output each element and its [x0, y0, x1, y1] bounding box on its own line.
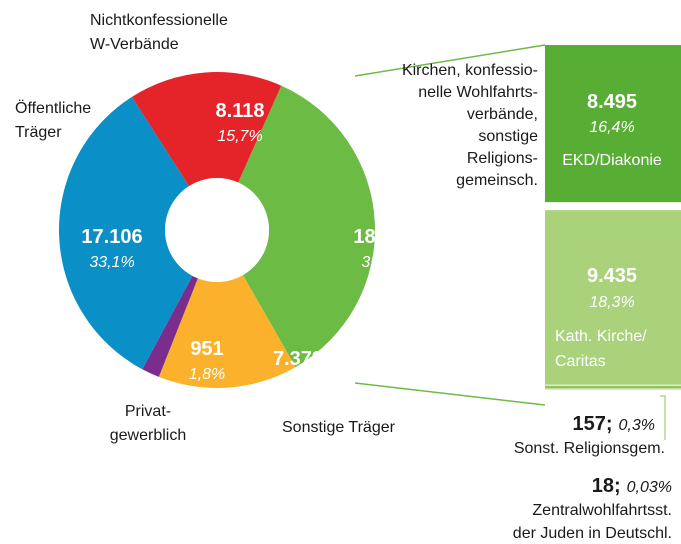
category-label: Sonstige Träger — [282, 419, 396, 436]
category-label: der Juden in Deutschl. — [513, 525, 672, 542]
category-label: Kath. Kirche/ — [555, 328, 647, 345]
bar-segment — [545, 385, 681, 389]
value-percent-label: 157; 0,3% — [573, 413, 656, 435]
category-label: Nichtkonfessionelle — [90, 12, 228, 29]
value-label: 7.379 — [273, 348, 323, 370]
category-label: nelle Wohlfahrts- — [418, 84, 538, 101]
percent-label: 1,8% — [189, 366, 225, 383]
connector — [354, 382, 546, 406]
percent-label: 0,03% — [627, 479, 672, 496]
percent-label: 18,3% — [589, 294, 634, 311]
percent-label: 15,7% — [217, 128, 262, 145]
value-label: 18.105 — [353, 226, 414, 248]
category-label: gemeinsch. — [456, 172, 538, 189]
value-label: 17.106 — [81, 226, 142, 248]
donut-segment — [131, 71, 282, 187]
percent-label: 33,1% — [89, 254, 134, 271]
bar-segment — [545, 210, 681, 385]
category-label: sonstige — [478, 128, 538, 145]
percent-label: 16,4% — [589, 119, 634, 136]
value-label: 157; — [573, 413, 613, 435]
category-label: Öffentliche — [15, 99, 91, 117]
category-label: EKD/Diakonie — [562, 152, 662, 169]
category-label: Privat- — [125, 403, 171, 420]
percent-label: 0,3% — [619, 417, 655, 434]
bar-segment — [545, 45, 681, 203]
connector — [354, 44, 546, 77]
value-label: 8.118 — [216, 100, 265, 122]
donut-segment — [59, 96, 193, 370]
value-label: 18; — [592, 475, 621, 497]
value-label: 8.495 — [587, 91, 637, 113]
category-label: W-Verbände — [90, 36, 179, 53]
category-label: Sonst. Religionsgem. — [514, 440, 665, 457]
donut-hole — [165, 178, 269, 282]
bracket — [660, 395, 666, 440]
donut-segment — [142, 275, 198, 377]
value-percent-label: 18; 0,03% — [592, 475, 672, 497]
donut-segment — [158, 275, 296, 388]
donut-segment — [238, 85, 375, 368]
category-label: Kirchen, konfessio- — [402, 62, 538, 79]
category-label: gewerblich — [110, 427, 186, 444]
category-label: Träger — [15, 124, 62, 141]
percent-label: 14,3% — [275, 376, 320, 393]
value-label: 9.435 — [587, 265, 637, 287]
percent-label: 35,0% — [361, 254, 406, 271]
category-label: Religions- — [467, 150, 538, 167]
category-label: Zentralwohlfahrtsst. — [532, 502, 672, 519]
category-label: verbände, — [467, 106, 538, 123]
category-label: Caritas — [555, 353, 606, 370]
value-label: 951 — [190, 338, 223, 360]
